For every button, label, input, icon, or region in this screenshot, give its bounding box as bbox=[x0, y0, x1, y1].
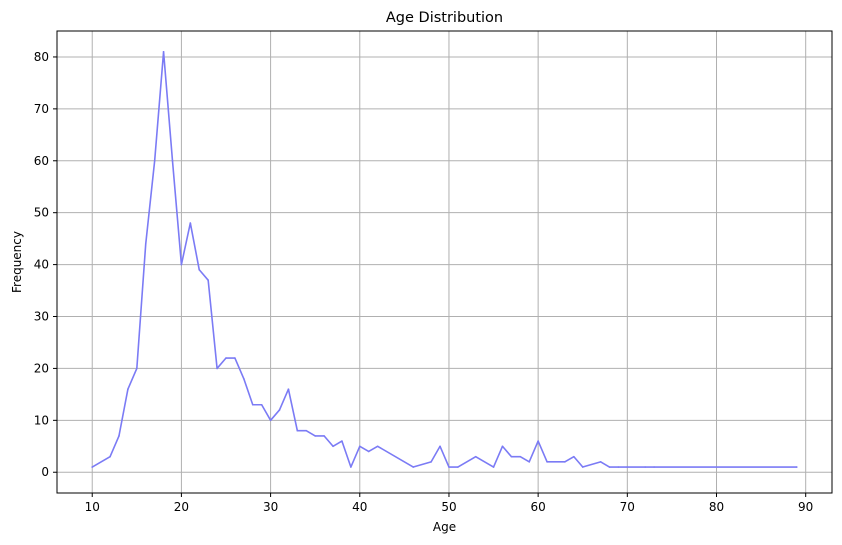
data-point bbox=[323, 435, 325, 437]
data-point bbox=[118, 435, 120, 437]
x-tick-label: 80 bbox=[709, 500, 724, 514]
y-tick-label: 70 bbox=[34, 102, 49, 116]
data-point bbox=[599, 461, 602, 463]
data-point bbox=[243, 377, 245, 380]
data-point bbox=[234, 357, 236, 359]
series-layer bbox=[91, 50, 798, 468]
y-tick-label: 30 bbox=[34, 310, 49, 324]
data-point bbox=[519, 455, 522, 458]
data-point bbox=[608, 466, 611, 468]
data-point bbox=[546, 461, 548, 463]
x-tick-label: 20 bbox=[174, 500, 189, 514]
x-tick-label: 10 bbox=[85, 500, 100, 514]
data-point bbox=[537, 440, 539, 442]
data-point bbox=[171, 159, 174, 162]
y-tick-label: 60 bbox=[34, 154, 49, 168]
data-point bbox=[136, 367, 138, 370]
data-point bbox=[350, 466, 352, 468]
data-point bbox=[358, 445, 361, 448]
x-tick-label: 60 bbox=[531, 500, 546, 514]
x-tick-label: 30 bbox=[263, 500, 278, 514]
data-point bbox=[439, 445, 441, 448]
data-point bbox=[644, 466, 646, 468]
y-tick-label: 40 bbox=[34, 258, 49, 272]
data-point bbox=[474, 455, 477, 458]
ticks: 10 20 30 40 50 60 70 80 90 0 10 20 30 40 50 60 70 80 bbox=[34, 50, 814, 514]
x-tick-label: 50 bbox=[441, 500, 456, 514]
x-tick-label: 90 bbox=[798, 500, 813, 514]
data-point bbox=[448, 466, 450, 468]
chart-title: Age Distribution bbox=[386, 10, 503, 26]
data-point bbox=[189, 222, 192, 224]
data-point bbox=[510, 455, 513, 458]
data-point bbox=[153, 159, 156, 162]
data-point bbox=[314, 435, 316, 437]
data-point bbox=[216, 367, 218, 370]
grid bbox=[57, 31, 832, 493]
data-point bbox=[581, 466, 584, 468]
y-tick-label: 10 bbox=[34, 413, 49, 427]
data-point bbox=[332, 445, 334, 448]
data-point bbox=[653, 466, 655, 468]
data-point bbox=[376, 445, 379, 448]
y-axis-label: Frequency bbox=[10, 231, 24, 293]
y-tick-label: 80 bbox=[34, 50, 49, 64]
data-point bbox=[207, 279, 209, 281]
data-point bbox=[305, 429, 308, 432]
data-point bbox=[162, 50, 165, 53]
data-point bbox=[367, 450, 370, 453]
data-point bbox=[564, 461, 566, 463]
data-point bbox=[198, 268, 201, 271]
y-tick-label: 50 bbox=[34, 206, 49, 220]
series-line bbox=[91, 50, 798, 468]
data-point bbox=[430, 461, 432, 463]
y-tick-label: 0 bbox=[41, 465, 49, 479]
data-point bbox=[296, 429, 299, 432]
data-point bbox=[109, 455, 111, 458]
x-tick-label: 40 bbox=[352, 500, 367, 514]
data-point bbox=[269, 419, 272, 422]
data-point bbox=[617, 466, 620, 468]
data-point bbox=[180, 263, 183, 266]
data-point bbox=[287, 388, 290, 390]
data-point bbox=[144, 243, 147, 245]
data-point bbox=[412, 466, 415, 468]
data-point bbox=[225, 357, 227, 359]
data-point bbox=[573, 455, 575, 458]
data-point bbox=[127, 388, 129, 390]
data-point bbox=[341, 440, 343, 442]
y-tick-label: 20 bbox=[34, 361, 49, 375]
data-point bbox=[501, 445, 504, 448]
data-point bbox=[457, 466, 459, 468]
data-point bbox=[251, 403, 254, 406]
data-point bbox=[492, 466, 495, 468]
data-point bbox=[278, 409, 281, 411]
plot-frame bbox=[56, 30, 833, 494]
data-point bbox=[528, 461, 531, 463]
data-point bbox=[795, 466, 798, 468]
data-point bbox=[626, 466, 629, 468]
x-tick-label: 70 bbox=[620, 500, 635, 514]
data-point bbox=[91, 466, 94, 468]
data-point bbox=[260, 403, 263, 406]
x-axis-label: Age bbox=[433, 520, 456, 534]
